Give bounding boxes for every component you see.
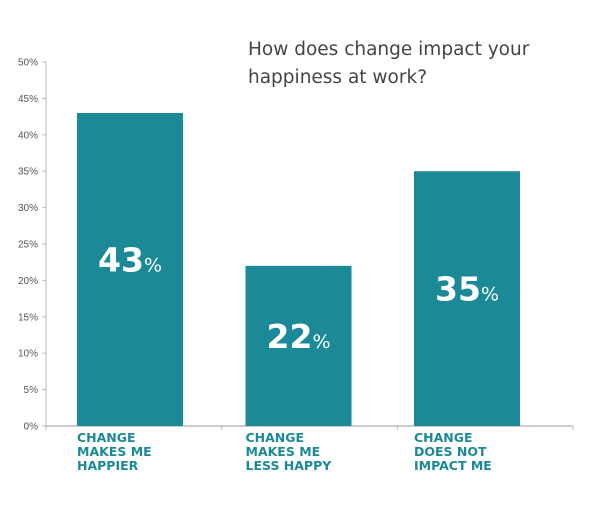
chart-title: How does change impact your happiness at… xyxy=(248,39,530,88)
y-tick-label: 15% xyxy=(18,312,38,323)
bar-value-label: 43% xyxy=(98,240,162,279)
x-category-label: MAKES ME xyxy=(246,444,321,459)
y-tick-label: 20% xyxy=(18,276,38,287)
chart-title-line-2: happiness at work? xyxy=(248,67,427,88)
y-tick-label: 50% xyxy=(18,58,38,69)
x-category-label: IMPACT ME xyxy=(414,458,492,473)
bar xyxy=(245,265,352,426)
x-category-label: CHANGE xyxy=(414,430,473,445)
x-category-label: LESS HAPPY xyxy=(246,458,333,473)
y-tick-label: 45% xyxy=(18,94,38,105)
y-tick-label: 5% xyxy=(24,385,39,396)
y-tick-label: 0% xyxy=(24,422,39,433)
bar-value-label: 22% xyxy=(267,317,331,356)
x-category-label: DOES NOT xyxy=(414,444,487,459)
bar-value-suffix: % xyxy=(144,254,162,276)
bar xyxy=(414,171,520,426)
bar-value-number: 35 xyxy=(435,270,481,309)
x-category-label: HAPPIER xyxy=(77,458,139,473)
x-category-label: CHANGE xyxy=(77,430,136,445)
bar xyxy=(77,112,183,427)
y-tick-label: 35% xyxy=(18,167,38,178)
y-tick-label: 10% xyxy=(18,349,38,360)
x-category-label: MAKES ME xyxy=(77,444,152,459)
bar-value-suffix: % xyxy=(481,284,499,306)
y-tick-label: 30% xyxy=(18,203,38,214)
bar-value-number: 22 xyxy=(267,317,313,356)
x-category-label: CHANGE xyxy=(246,430,305,445)
bar-value-suffix: % xyxy=(312,331,330,353)
bar-value-label: 35% xyxy=(435,270,499,309)
y-tick-label: 25% xyxy=(18,240,38,251)
y-axis: 0% 5% 10% 15% 20% 25% 30% 35% 40% 45% 50% xyxy=(18,58,47,433)
bars: 43%22%35% xyxy=(77,112,520,427)
bar-value-number: 43 xyxy=(98,240,144,279)
y-tick-label: 40% xyxy=(18,130,38,141)
chart-title-line-1: How does change impact your xyxy=(248,39,530,60)
